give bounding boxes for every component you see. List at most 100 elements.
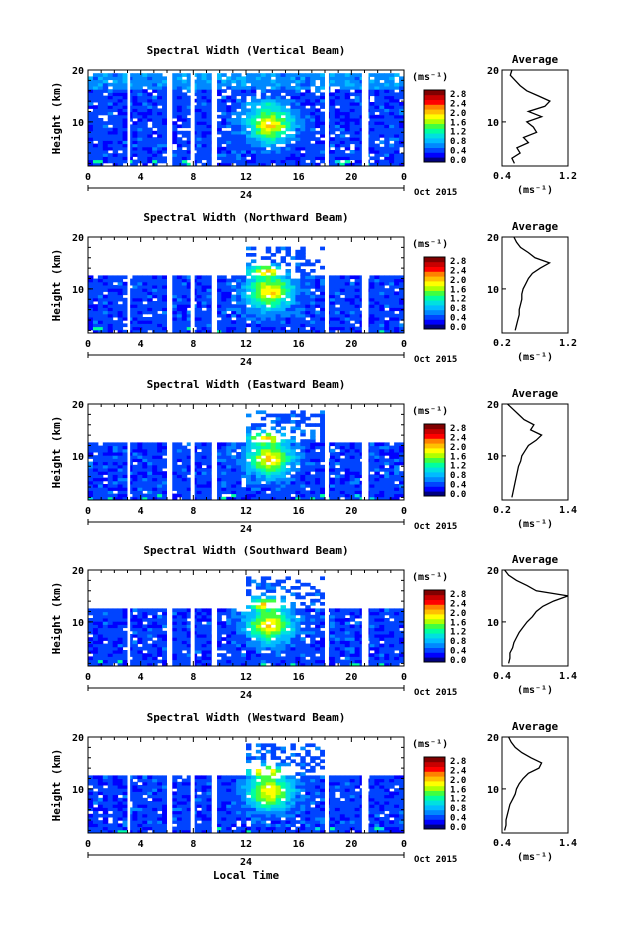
heatmap-cell [162, 471, 168, 475]
heatmap-cell [270, 586, 277, 590]
heatmap-cell [285, 471, 291, 475]
heatmap-cell [270, 118, 277, 122]
heatmap-cell [399, 114, 405, 119]
heatmap-cell [285, 662, 291, 667]
heatmap-cell [349, 493, 356, 498]
profile-x-tick-label: 0.4 [493, 171, 511, 182]
heatmap-cell [226, 114, 232, 119]
heatmap-cell [176, 124, 183, 129]
heatmap-cell [162, 614, 168, 619]
heatmap-cell [394, 484, 400, 488]
heatmap-cell [334, 317, 341, 321]
heatmap-cell [246, 634, 252, 638]
heatmap-cell [265, 285, 272, 289]
heatmap-cell [300, 439, 306, 443]
heatmap-cell [339, 111, 346, 116]
data-gap [211, 70, 218, 166]
heatmap-cell [206, 102, 212, 106]
heatmap-cell [246, 137, 252, 141]
heatmap-cell [305, 150, 311, 154]
heatmap-cell [334, 310, 341, 315]
heatmap-cell [92, 304, 99, 308]
heatmap-cell [147, 76, 153, 81]
heatmap-cell [265, 159, 272, 164]
heatmap-cell [122, 487, 128, 491]
heatmap-cell [344, 140, 351, 145]
heatmap-cell [389, 291, 395, 296]
heatmap-cell [255, 156, 262, 161]
heatmap-cell [142, 159, 148, 164]
heatmap-cell [290, 410, 296, 415]
heatmap-cell [147, 317, 153, 321]
heatmap-cell [122, 127, 128, 132]
heatmap-cell [97, 630, 104, 635]
heatmap-cell [241, 468, 247, 472]
heatmap-cell [339, 458, 346, 463]
heatmap-cell [206, 130, 212, 135]
heatmap-cell [127, 89, 133, 93]
heatmap-cell [231, 86, 237, 90]
heatmap-cell [246, 124, 252, 129]
heatmap-cell [305, 439, 311, 443]
heatmap-cell [285, 159, 291, 164]
heatmap-cell [389, 95, 395, 100]
heatmap-cell [181, 452, 188, 456]
heatmap-cell [295, 310, 301, 315]
heatmap-cell [97, 608, 104, 613]
heatmap-cell [399, 471, 405, 475]
heatmap-cell [97, 624, 104, 629]
heatmap-cell [201, 630, 207, 635]
heatmap-cell [201, 458, 207, 463]
heatmap-cell [250, 253, 257, 257]
heatmap-cell [181, 159, 188, 164]
heatmap-cell [201, 73, 207, 77]
heatmap-cell [320, 156, 326, 161]
heatmap-cell [176, 323, 183, 328]
heatmap-cell [354, 140, 361, 145]
heatmap-cell [349, 317, 356, 321]
heatmap-cell [132, 471, 138, 475]
heatmap-cell [176, 627, 183, 632]
heatmap-cell [354, 301, 361, 305]
heatmap-cell [152, 111, 158, 116]
heatmap-cell [102, 621, 109, 625]
heatmap-cell [92, 146, 99, 151]
heatmap-cell [260, 150, 267, 154]
heatmap-cell [157, 275, 163, 280]
heatmap-cell [186, 140, 193, 145]
heatmap-cell [196, 150, 203, 154]
heatmap-cell [349, 127, 356, 132]
heatmap-cell [329, 458, 336, 463]
heatmap-cell [275, 416, 282, 421]
heatmap-cell [216, 653, 222, 657]
heatmap-cell [295, 468, 301, 472]
heatmap-cell [300, 304, 306, 308]
heatmap-cell [290, 429, 296, 434]
heatmap-cell [132, 297, 138, 302]
heatmap-cell [369, 294, 375, 299]
heatmap-cell [157, 643, 163, 648]
heatmap-cell [374, 76, 380, 81]
heatmap-cell [246, 269, 252, 273]
heatmap-cell [310, 114, 316, 119]
heatmap-cell [246, 452, 252, 456]
heatmap-cell [132, 624, 138, 629]
x-tick-label: 4 [138, 506, 144, 517]
heatmap-cell [290, 111, 296, 116]
heatmap-cell [196, 281, 203, 286]
heatmap-cell [171, 621, 178, 625]
heatmap-cell [250, 608, 257, 613]
heatmap-cell [246, 474, 252, 479]
heatmap-cell [181, 124, 188, 129]
heatmap-cell [379, 304, 385, 308]
heatmap-cell [389, 89, 395, 93]
heatmap-cell [255, 278, 262, 283]
profile-title: Average [512, 220, 559, 233]
heatmap-cell [265, 105, 272, 109]
heatmap-cell [354, 471, 361, 475]
heatmap-cell [102, 297, 109, 302]
colorbar-swatch [424, 142, 445, 148]
heatmap-cell [107, 317, 114, 321]
heatmap-cell [320, 423, 326, 427]
heatmap-cell [137, 496, 143, 501]
